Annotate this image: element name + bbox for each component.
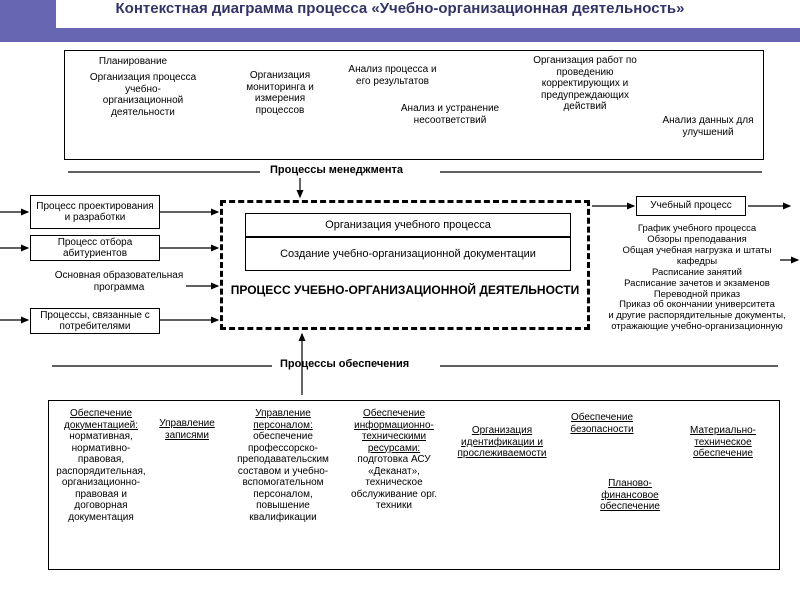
left-b3: Основная образовательная программа [54,270,184,293]
top-c1a: Планирование [78,56,188,68]
s2: Управление записями [152,418,222,441]
top-c4: Анализ и устранение несоответствий [400,103,500,126]
s3-title: Управление персоналом: [253,408,312,431]
s1-title: Обеспечение документацией: [64,408,138,431]
right-list: График учебного процесса Обзоры преподав… [608,224,786,333]
s8: Материально-техническое обеспечение [678,425,768,460]
center-dashed: Организация учебного процесса Создание у… [220,200,590,330]
top-c3: Анализ процесса и его результатов [345,64,440,87]
left-b4: Процессы, связанные с потребителями [30,308,160,334]
center-row1: Организация учебного процесса [245,213,571,237]
s4-body: подготовка АСУ «Деканат», техническое об… [351,454,437,511]
top-c2: Организация мониторинга и измерения проц… [230,70,330,116]
s3: Управление персоналом: обеспечение профе… [228,408,338,523]
center-row2: Создание учебно-организационной документ… [245,237,571,271]
left-b1: Процесс проектирования и разработки [30,195,160,229]
s1: Обеспечение документацией: нормативная, … [55,408,147,523]
page-title: Контекстная диаграмма процесса «Учебно-о… [80,0,720,18]
s6: Обеспечение безопасности [562,412,642,435]
s4: Обеспечение информационно-техническими р… [344,408,444,512]
s4-title: Обеспечение информационно-техническими р… [354,408,434,454]
s7: Планово-финансовое обеспечение [590,478,670,513]
s1-body: нормативная, нормативно-правовая, распор… [56,431,145,523]
top-c1b: Организация процесса учебно-организацион… [88,72,198,118]
s5: Организация идентификации и прослеживаем… [450,425,554,460]
support-label: Процессы обеспечения [280,358,409,370]
center-main: ПРОЦЕСС УЧЕБНО-ОРГАНИЗАЦИОННОЙ ДЕЯТЕЛЬНО… [223,283,587,297]
banner-stub [0,0,56,28]
right-box: Учебный процесс [636,196,746,216]
mgmt-label: Процессы менеджмента [270,164,403,176]
top-c6: Анализ данных для улучшений [658,115,758,138]
banner-bar [0,28,800,42]
left-b2: Процесс отбора абитуриентов [30,235,160,261]
s3-body: обеспечение профессорско-преподавательск… [237,431,329,523]
top-c5: Организация работ по проведению корректи… [520,55,650,113]
title-banner: Контекстная диаграмма процесса «Учебно-о… [0,0,800,46]
